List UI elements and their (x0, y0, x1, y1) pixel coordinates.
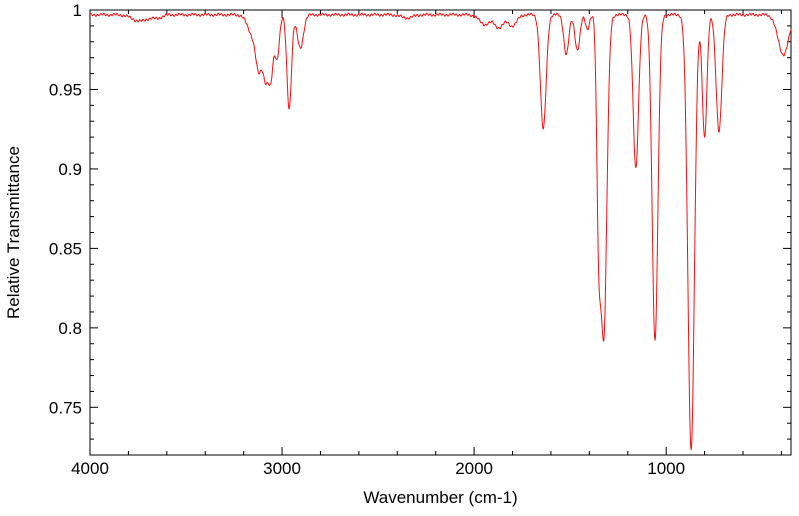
x-tick-label: 4000 (71, 459, 109, 478)
y-tick-label: 0.75 (49, 398, 82, 417)
y-tick-label: 0.8 (58, 319, 82, 338)
x-tick-label: 3000 (263, 459, 301, 478)
y-tick-label: 1 (73, 1, 82, 20)
x-tick-label: 2000 (455, 459, 493, 478)
y-axis-label: Relative Transmittance (4, 146, 23, 319)
y-axis-ticks: 0.75 0.8 0.85 0.9 0.95 1 (49, 1, 791, 456)
y-tick-label: 0.95 (49, 80, 82, 99)
x-tick-label: 1000 (647, 459, 685, 478)
x-axis-label: Wavenumber (cm-1) (363, 488, 518, 507)
x-axis-ticks: 4000 3000 2000 1000 (71, 10, 782, 478)
y-tick-label: 0.85 (49, 239, 82, 258)
y-tick-label: 0.9 (58, 160, 82, 179)
plot-border (89, 9, 792, 456)
spectrum-line (89, 12, 792, 451)
